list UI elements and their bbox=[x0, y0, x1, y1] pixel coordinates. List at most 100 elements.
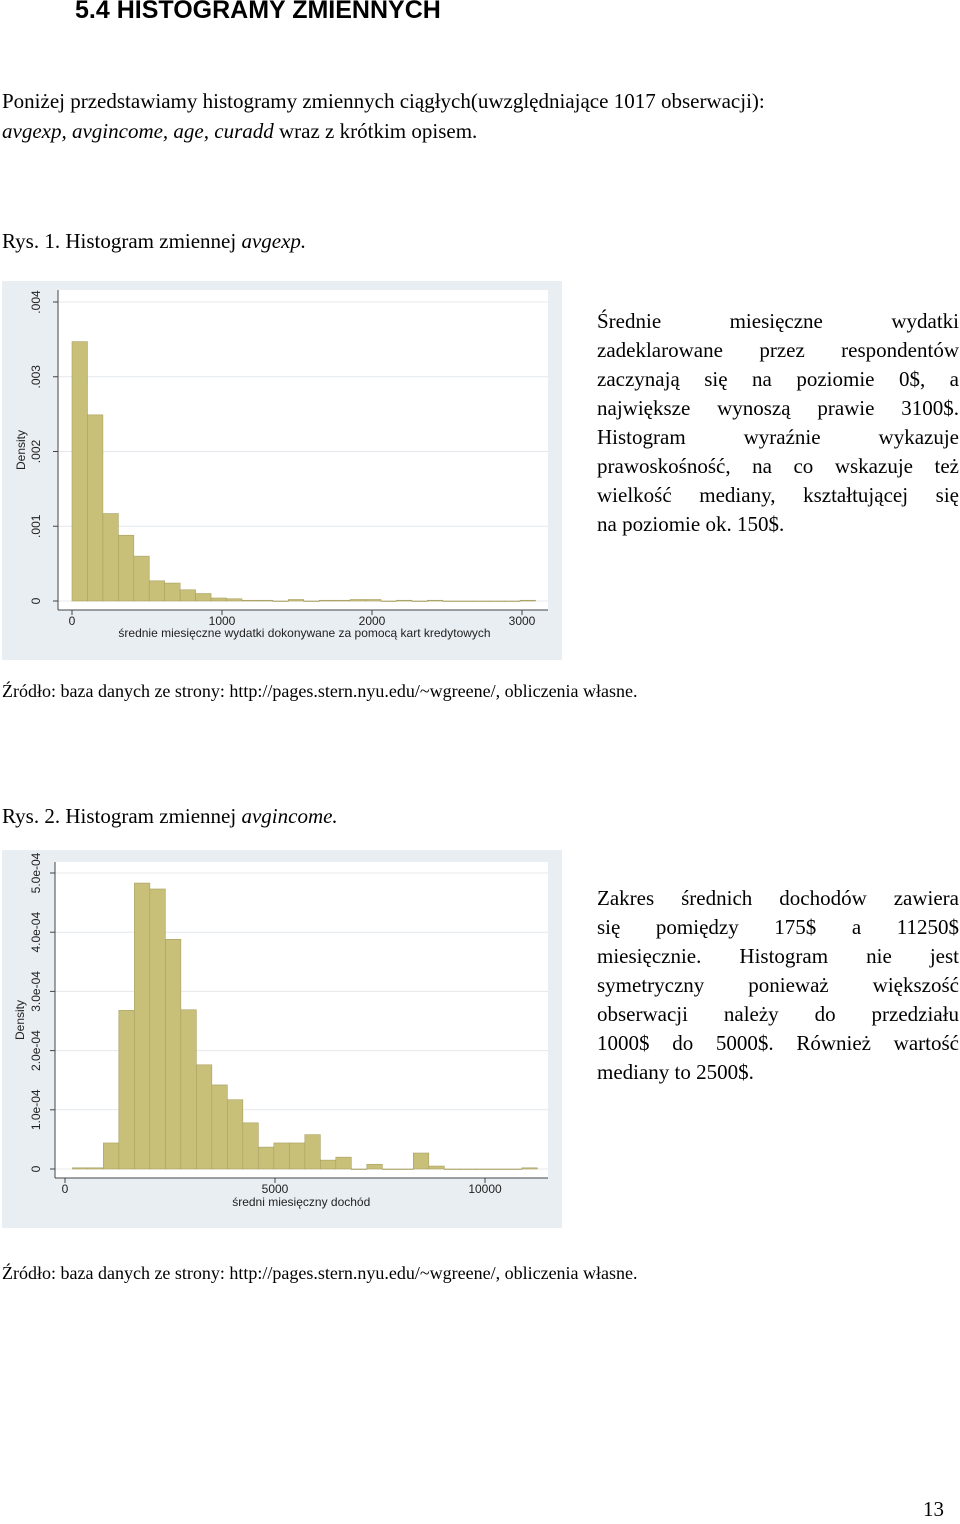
description-line: symetryczny ponieważ większość bbox=[597, 973, 959, 997]
description-line: na poziomie ok. 150$. bbox=[597, 512, 785, 536]
description: Zakres średnich dochodów zawiera się pomi… bbox=[597, 884, 959, 1087]
x-tick-label: 1000 bbox=[209, 614, 236, 628]
figure-caption: Rys. 2. Histogram zmiennej avgincome. bbox=[2, 801, 338, 831]
x-tick-label: 0 bbox=[69, 614, 76, 628]
section-title: 5.4 HISTOGRAMY ZMIENNYCH bbox=[75, 0, 441, 24]
caption-text: Rys. 1. Histogram zmiennej bbox=[2, 229, 237, 253]
intro: Poniżej przedstawiamy histogramy zmienny… bbox=[2, 86, 765, 146]
y-tick-label: .004 bbox=[29, 290, 43, 314]
bar bbox=[428, 1165, 445, 1170]
description-line: miesięcznie. Histogram nie jest bbox=[597, 944, 959, 968]
intro-text: wraz z krótkim opisem. bbox=[279, 119, 478, 143]
bar bbox=[226, 598, 243, 602]
bar bbox=[227, 1099, 244, 1170]
x-tick-label: 10000 bbox=[468, 1182, 502, 1196]
bar bbox=[413, 1152, 430, 1170]
bar bbox=[380, 600, 397, 602]
bar bbox=[287, 599, 305, 602]
bar bbox=[427, 599, 444, 602]
y-tick-label: 0 bbox=[29, 597, 43, 604]
description-line: się pomiędzy 175$ a 11250$ bbox=[597, 915, 959, 939]
bar bbox=[71, 341, 88, 602]
description-line: zadeklarowane przez respondentów bbox=[597, 338, 959, 362]
bar bbox=[72, 1167, 89, 1170]
bar bbox=[521, 1167, 538, 1170]
bar bbox=[457, 600, 474, 602]
bar bbox=[133, 555, 150, 602]
description-line: wielkość mediany, kształtującej się bbox=[597, 483, 959, 507]
bar bbox=[195, 593, 212, 602]
bar bbox=[179, 589, 196, 602]
bar bbox=[164, 582, 181, 602]
bar bbox=[258, 1146, 275, 1170]
x-tick-label: 0 bbox=[62, 1182, 69, 1196]
bar bbox=[289, 1142, 306, 1170]
description-line: Zakres średnich dochodów zawiera bbox=[597, 886, 959, 910]
y-tick-label: 4.0e-04 bbox=[29, 912, 43, 953]
y-tick-label: .003 bbox=[29, 365, 43, 389]
y-axis-title: Density bbox=[13, 1000, 27, 1040]
description-line: Histogram wyraźnie wykazuje bbox=[597, 425, 959, 449]
description-line: zaczynają się na poziomie 0$, a bbox=[597, 367, 959, 391]
bar bbox=[87, 1167, 104, 1170]
bar bbox=[87, 414, 104, 602]
y-tick-label: 3.0e-04 bbox=[29, 971, 43, 1012]
intro-vars: avgexp, avgincome, age, curadd bbox=[2, 119, 274, 143]
bar bbox=[411, 600, 428, 602]
bar bbox=[273, 1142, 290, 1170]
y-tick-label: 5.0e-04 bbox=[29, 852, 43, 893]
intro-text: Poniżej przedstawiamy histogramy zmienny… bbox=[2, 89, 765, 113]
bar bbox=[488, 600, 505, 602]
bar bbox=[473, 600, 490, 602]
bar bbox=[382, 1168, 399, 1170]
bar bbox=[134, 882, 151, 1170]
bar bbox=[257, 599, 274, 602]
bar bbox=[241, 599, 258, 602]
bar bbox=[442, 600, 459, 602]
description-line: obserwacji należy do przedziału bbox=[597, 1002, 959, 1026]
x-axis-title: średni miesięczny dochód bbox=[232, 1195, 370, 1209]
bar bbox=[210, 597, 227, 602]
bar bbox=[303, 600, 320, 602]
bar bbox=[459, 1168, 476, 1170]
y-tick-label: .001 bbox=[29, 514, 43, 538]
caption-text: Rys. 2. Histogram zmiennej bbox=[2, 804, 237, 828]
page-number: 13 bbox=[923, 1497, 944, 1521]
bar bbox=[365, 599, 382, 602]
bar bbox=[318, 599, 335, 602]
description-line: 1000$ do 5000$. Również wartość bbox=[597, 1031, 959, 1055]
description-line: największe wynoszą prawie 3100$. bbox=[597, 396, 959, 420]
bar bbox=[504, 600, 521, 602]
description-line: mediany to 2500$. bbox=[597, 1060, 754, 1084]
figure-caption: Rys. 1. Histogram zmiennej avgexp. bbox=[2, 226, 306, 256]
bar bbox=[102, 513, 119, 602]
x-axis-title: średnie miesięczne wydatki dokonywane za… bbox=[118, 626, 490, 640]
bar bbox=[474, 1168, 492, 1170]
bar bbox=[335, 1156, 352, 1170]
bar bbox=[397, 1168, 414, 1170]
description: Średnie miesięczne wydatki zadeklarowane … bbox=[597, 307, 959, 539]
y-tick-label: 1.0e-04 bbox=[29, 1089, 43, 1130]
bar bbox=[272, 600, 289, 602]
bar bbox=[196, 1064, 213, 1170]
bar bbox=[103, 1142, 120, 1170]
caption-var: avgexp. bbox=[241, 229, 307, 253]
bar bbox=[396, 599, 413, 602]
bar bbox=[211, 1084, 228, 1170]
bar bbox=[366, 1163, 383, 1170]
bar bbox=[304, 1134, 321, 1170]
bar bbox=[242, 1122, 259, 1170]
bar bbox=[334, 599, 351, 602]
y-axis-title: Density bbox=[14, 430, 28, 470]
description-line: prawoskośność, na co wskazuje też bbox=[597, 454, 959, 478]
y-tick-label: .002 bbox=[29, 439, 43, 463]
source-note: Źródło: baza danych ze strony: http://pa… bbox=[2, 681, 638, 701]
x-tick-label: 2000 bbox=[359, 614, 386, 628]
bar bbox=[519, 599, 536, 602]
x-tick-label: 5000 bbox=[262, 1182, 289, 1196]
bar bbox=[351, 1168, 368, 1170]
bar bbox=[320, 1159, 337, 1170]
bar bbox=[165, 939, 182, 1170]
y-tick-label: 2.0e-04 bbox=[29, 1030, 43, 1071]
